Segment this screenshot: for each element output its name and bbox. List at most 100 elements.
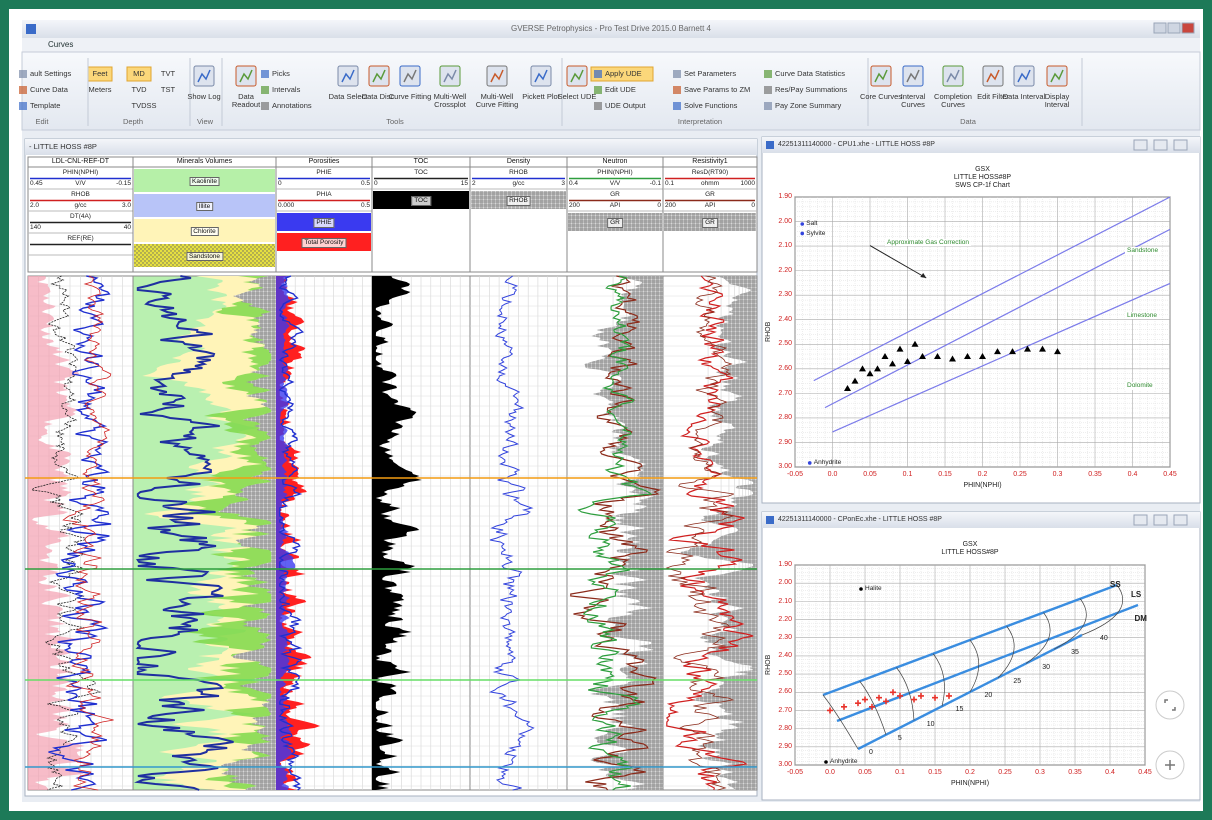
ribbon-button[interactable]: TVD — [131, 84, 147, 94]
ribbon-button[interactable]: ault Settings — [30, 68, 72, 78]
ribbon-button[interactable]: Edit UDE — [605, 84, 636, 94]
ribbon-button[interactable]: Interval Curves — [900, 91, 926, 110]
curve-name: PHIN(NPHI) — [597, 169, 633, 177]
button-icon-glyph — [570, 69, 584, 83]
ribbon-button[interactable]: Curve Data Statistics — [775, 68, 846, 78]
ribbon-button[interactable]: MD — [133, 68, 145, 78]
scale-unit: API — [609, 202, 621, 210]
panel-button[interactable] — [1133, 514, 1148, 526]
ribbon-button[interactable]: Res/Pay Summations — [775, 84, 848, 94]
ribbon-button[interactable]: Annotations — [272, 100, 312, 110]
ribbon-button[interactable]: Intervals — [272, 84, 301, 94]
button-icon — [19, 70, 27, 78]
button-icon — [261, 86, 269, 94]
y-tick-label: 2.20 — [778, 615, 792, 623]
ribbon-button[interactable]: Data Disc. — [361, 91, 397, 101]
button-icon-glyph — [490, 69, 504, 83]
legend-marker — [800, 222, 805, 226]
ribbon-button[interactable]: Edit Filter — [977, 91, 1009, 101]
track-header — [27, 156, 134, 273]
panel-button[interactable] — [1153, 514, 1168, 526]
porosity-label: 0 — [869, 749, 873, 757]
button-icon — [673, 70, 681, 78]
ribbon-button[interactable]: Set Parameters — [684, 68, 737, 78]
ribbon-button[interactable]: Solve Functions — [684, 100, 738, 110]
trace — [488, 275, 535, 791]
ribbon-button[interactable]: Display Interval — [1044, 91, 1070, 110]
button-icon — [594, 86, 602, 94]
data-point — [1009, 348, 1016, 355]
ribbon-button[interactable]: Completion Curves — [934, 91, 972, 110]
ribbon-button[interactable]: Apply UDE — [605, 68, 642, 78]
window-button[interactable] — [1181, 22, 1195, 34]
porosity-label: 40 — [1100, 635, 1108, 643]
ribbon-tab[interactable]: Curves — [48, 39, 74, 49]
button-icon — [19, 102, 27, 110]
button-icon — [764, 70, 772, 78]
ribbon-button[interactable]: Data Readout — [231, 91, 261, 110]
porosity-line — [1025, 612, 1051, 664]
window-button[interactable] — [1167, 22, 1181, 34]
ribbon-button[interactable]: Multi-Well Crossplot — [433, 91, 467, 110]
porosity-line — [1053, 598, 1087, 650]
ribbon-button[interactable]: Pickett Plot — [522, 91, 560, 101]
ribbon-button[interactable]: Meters — [88, 84, 112, 94]
ribbon-button[interactable]: Core Curves — [859, 91, 903, 101]
y-tick-label: 2.80 — [778, 414, 792, 422]
button-icon — [673, 102, 681, 110]
ribbon-button[interactable]: Curve Data — [30, 84, 68, 94]
data-point — [841, 703, 847, 710]
ribbon-button[interactable]: Save Params to ZM — [684, 84, 751, 94]
fill-label: Chlorite — [190, 226, 219, 237]
porosity-line — [859, 681, 887, 735]
curve-name: GR — [610, 191, 620, 199]
ribbon-button[interactable]: Template — [30, 100, 61, 110]
track-header — [469, 156, 568, 273]
ribbon-button[interactable]: Feet — [92, 68, 108, 78]
button-highlight[interactable] — [590, 66, 654, 82]
y-tick-label: 2.70 — [778, 389, 792, 397]
ribbon-button[interactable]: Picks — [272, 68, 290, 78]
window-button[interactable] — [1153, 22, 1167, 34]
ribbon-group-label: Data — [960, 116, 976, 126]
panel-button[interactable] — [1133, 139, 1148, 151]
panel-button[interactable] — [1173, 139, 1188, 151]
app-icon — [26, 24, 36, 34]
porosity-label: 5 — [897, 734, 902, 742]
ribbon-button[interactable]: UDE Output — [605, 100, 646, 110]
scale-right: 3.0 — [121, 202, 131, 210]
legend-marker — [800, 231, 805, 236]
ribbon-button[interactable]: Multi-Well Curve Fitting — [475, 91, 519, 110]
panel-button[interactable] — [1153, 139, 1168, 151]
ribbon-button[interactable]: TVT — [160, 68, 176, 78]
zoom-button[interactable] — [1155, 690, 1185, 720]
x-tick-label: 0.4 — [1105, 769, 1115, 777]
button-icon-glyph — [372, 69, 386, 83]
panel-button[interactable] — [1173, 514, 1188, 526]
button-highlight[interactable] — [126, 66, 152, 82]
button-icon-glyph — [443, 69, 457, 83]
ribbon-button[interactable]: Curve Fitting — [388, 91, 432, 101]
trace — [48, 275, 112, 791]
y-tick-label: 3.00 — [778, 463, 792, 471]
ribbon-group-label: Edit — [35, 116, 49, 126]
ribbon-button[interactable]: Pay Zone Summary — [775, 100, 842, 110]
crossplot-icon — [766, 516, 774, 524]
ribbon-button[interactable]: Data Select — [328, 91, 368, 101]
scale-left: 0 — [374, 180, 378, 188]
zoom-glyph — [1164, 699, 1176, 711]
ribbon-button[interactable]: Show Log — [187, 91, 221, 101]
y-tick-label: 2.00 — [778, 579, 792, 587]
x-tick-label: 0.45 — [1163, 471, 1177, 479]
data-point — [897, 692, 903, 699]
plot-annotation: Approximate Gas Correction — [885, 239, 972, 247]
data-point — [911, 340, 919, 347]
scale-right: 15 — [460, 180, 468, 188]
ribbon-button[interactable]: TVDSS — [131, 100, 157, 110]
ribbon-button[interactable]: Select UDE — [557, 91, 597, 101]
ribbon-button[interactable]: TST — [160, 84, 176, 94]
porosity-line — [822, 694, 859, 750]
ribbon-button[interactable]: Data Interval — [1002, 91, 1046, 101]
y-tick-label: 2.90 — [778, 438, 792, 446]
